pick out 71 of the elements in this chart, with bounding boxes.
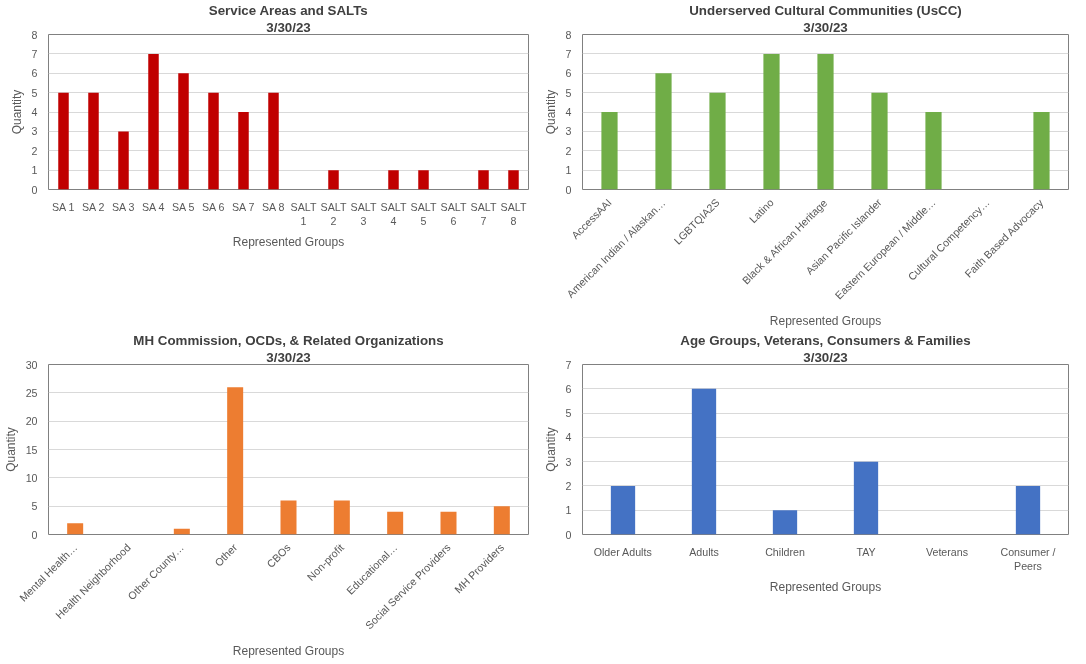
y-tick-label: 2: [565, 479, 572, 492]
x-tick-label: SALT 4: [380, 200, 407, 227]
x-tick-label: SA 1: [51, 200, 75, 213]
y-tick-label: 3: [565, 125, 572, 138]
y-tick-label: 2: [565, 144, 572, 157]
x-tick-label: SALT 2: [320, 200, 347, 227]
x-axis-title: Represented Groups: [769, 579, 882, 594]
y-tick-label: 1: [565, 504, 572, 517]
x-axis-title: Represented Groups: [769, 313, 882, 328]
y-tick-label: 0: [565, 528, 572, 541]
y-tick-label: 4: [565, 431, 572, 444]
y-tick-label: 1: [565, 164, 572, 177]
y-tick-label: 0: [31, 183, 38, 196]
x-tick-label: SALT 5: [410, 200, 437, 227]
y-tick-label: 20: [25, 415, 38, 428]
y-tick-label: 15: [25, 443, 38, 456]
x-tick-label: SA 8: [261, 200, 285, 213]
y-axis-title: Quantity: [9, 89, 24, 135]
x-tick-label: Veterans: [925, 545, 969, 558]
x-tick-label: SALT 1: [290, 200, 317, 227]
x-tick-label: SALT 8: [500, 200, 527, 227]
x-tick-label: SA 6: [201, 200, 225, 213]
y-axis-title: Quantity: [543, 427, 558, 472]
x-tick-label: Consumer / Peers: [1000, 545, 1056, 572]
x-tick-label: SA 4: [141, 200, 165, 213]
y-tick-label: 2: [31, 144, 38, 157]
x-tick-label: Older Adults: [593, 545, 652, 558]
y-tick-label: 0: [565, 183, 572, 196]
y-tick-label: 7: [565, 358, 572, 371]
y-tick-label: 0: [31, 528, 38, 541]
x-tick-label: SA 5: [171, 200, 195, 213]
x-tick-label: TAY: [856, 545, 876, 558]
y-tick-label: 10: [25, 471, 38, 484]
y-axis-title: Quantity: [3, 427, 18, 472]
chart-title: MH Commission, OCDs, & Related Organizations: [133, 332, 444, 348]
chart-title: Underserved Cultural Communities (UsCC): [689, 2, 962, 18]
x-tick-label: Adults: [689, 545, 719, 558]
y-tick-label: 6: [565, 67, 572, 80]
chart-subtitle: 3/30/23: [266, 349, 311, 365]
y-tick-label: 8: [565, 28, 572, 41]
chart-subtitle: 3/30/23: [266, 19, 311, 35]
y-tick-label: 25: [25, 386, 38, 399]
x-tick-label: SA 7: [231, 200, 255, 213]
chart-title: Age Groups, Veterans, Consumers & Families: [680, 332, 971, 348]
y-axis-title: Quantity: [543, 89, 558, 135]
x-tick-label: SALT 7: [470, 200, 497, 227]
x-tick-label: Children: [765, 545, 805, 558]
y-tick-label: 5: [565, 86, 572, 99]
chart-subtitle: 3/30/23: [803, 19, 848, 35]
y-tick-label: 3: [565, 455, 572, 468]
x-tick-label: SALT 3: [350, 200, 377, 227]
y-tick-label: 6: [31, 67, 38, 80]
x-axis-title: Represented Groups: [232, 234, 345, 249]
y-tick-label: 7: [31, 47, 38, 60]
chart-subtitle: 3/30/23: [803, 349, 848, 365]
x-tick-label: SA 2: [81, 200, 105, 213]
y-tick-label: 30: [25, 358, 38, 371]
y-tick-label: 6: [565, 382, 572, 395]
chart-title: Service Areas and SALTs: [208, 2, 368, 18]
x-axis-title: Represented Groups: [232, 643, 345, 658]
y-tick-label: 1: [31, 164, 38, 177]
x-tick-label: SA 3: [111, 200, 135, 213]
y-tick-label: 4: [31, 106, 38, 118]
y-tick-label: 7: [565, 47, 572, 60]
x-tick-label: SALT 6: [440, 200, 467, 227]
y-tick-label: 5: [565, 407, 572, 420]
y-tick-label: 5: [31, 86, 38, 99]
y-tick-label: 5: [31, 500, 38, 513]
y-tick-label: 8: [31, 28, 38, 41]
y-tick-label: 4: [565, 106, 572, 118]
y-tick-label: 3: [31, 125, 38, 138]
